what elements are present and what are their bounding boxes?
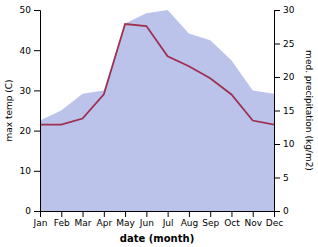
- tick-mark: [104, 211, 105, 217]
- y-axis: 0 10 20 30 40 50: [20, 5, 41, 216]
- tick-label: 0: [283, 206, 289, 216]
- y-axis-title: max temp (C): [4, 79, 14, 141]
- tick: Apr: [97, 211, 113, 228]
- tick: May: [116, 211, 135, 228]
- tick: 5: [274, 173, 289, 183]
- tick-mark: [61, 211, 62, 217]
- x-axis: Jan Feb Mar AprMay Jun Jul AugSep Oct Nov Dec: [33, 211, 284, 228]
- axis-line: [34, 11, 41, 212]
- plot: JanFebMarAprMayJunJulAugSepOctNovDec0102…: [4, 5, 314, 244]
- tick-label: 20: [20, 126, 32, 136]
- tick-mark: [168, 211, 169, 217]
- tick-label: Feb: [54, 218, 70, 228]
- tick-mark: [274, 178, 280, 179]
- area: [40, 10, 274, 211]
- tick: Nov: [244, 211, 262, 228]
- tick-label: Nov: [244, 218, 262, 228]
- tick: Oct: [224, 211, 240, 228]
- tick: Aug: [181, 211, 199, 228]
- tick: 0: [25, 206, 40, 216]
- tick-label: 20: [283, 72, 295, 82]
- tick-mark: [231, 211, 232, 217]
- tick: Jun: [139, 211, 154, 228]
- tick: 15: [274, 106, 294, 116]
- tick-mark: [274, 144, 280, 145]
- tick: Dec: [266, 211, 283, 228]
- tick-label: Aug: [181, 218, 199, 228]
- tick-mark: [125, 211, 126, 217]
- tick: 30: [274, 5, 295, 15]
- tick-mark: [274, 77, 280, 78]
- x-axis-title: date (month): [120, 233, 194, 244]
- axis-line: [41, 212, 275, 218]
- tick: 40: [20, 46, 40, 56]
- tick-mark: [210, 211, 211, 217]
- tick-mark: [274, 211, 280, 212]
- tick-mark: [34, 50, 40, 51]
- tick: Jul: [162, 211, 174, 228]
- tick-label: 30: [20, 86, 32, 96]
- tick-label: Jul: [162, 218, 174, 228]
- marks: [40, 10, 274, 211]
- axis-line: [275, 11, 281, 212]
- tick-label: Dec: [266, 218, 283, 228]
- tick-mark: [146, 211, 147, 217]
- tick: Mar: [75, 211, 92, 228]
- tick: 0: [274, 206, 289, 216]
- tick-label: May: [116, 218, 135, 228]
- tick-label: 15: [283, 106, 294, 116]
- tick: 10: [274, 139, 295, 149]
- tick-mark: [34, 171, 40, 172]
- tick-label: Oct: [224, 218, 240, 228]
- tick: 50: [20, 5, 40, 15]
- tick-mark: [274, 111, 280, 112]
- tick-label: Sep: [202, 218, 219, 228]
- tick-mark: [34, 10, 40, 11]
- tick: 30: [20, 86, 40, 96]
- tick-label: Apr: [97, 218, 113, 228]
- tick-mark: [34, 211, 40, 212]
- tick: 25: [274, 39, 294, 49]
- tick: Jan: [33, 211, 48, 228]
- tick-mark: [274, 44, 280, 45]
- tick-label: 10: [283, 139, 295, 149]
- tick: Sep: [202, 211, 219, 228]
- tick-label: 5: [283, 173, 289, 183]
- tick-label: 10: [20, 166, 32, 176]
- tick: Feb: [54, 211, 70, 228]
- chart: JanFebMarAprMayJunJulAugSepOctNovDec0102…: [0, 0, 318, 247]
- tick-mark: [34, 90, 40, 91]
- tick-label: 40: [20, 46, 32, 56]
- line: [40, 24, 274, 125]
- tick-mark: [253, 211, 254, 217]
- tick-label: Jun: [139, 218, 154, 228]
- tick-mark: [34, 131, 40, 132]
- tick-label: 25: [283, 39, 294, 49]
- tick-mark: [189, 211, 190, 217]
- tick: 20: [20, 126, 40, 136]
- tick-label: 30: [283, 5, 295, 15]
- tick-mark: [274, 10, 280, 11]
- y2-axis-title: med. precipitation (kg/m2): [304, 50, 314, 171]
- tick-mark: [83, 211, 84, 217]
- tick-label: 0: [25, 206, 31, 216]
- tick: 20: [274, 72, 295, 82]
- tick: 10: [20, 166, 40, 176]
- tick-label: Jan: [33, 218, 48, 228]
- y2-axis: 0 5 10 15 20 25 30: [274, 5, 295, 216]
- tick-label: 50: [20, 5, 32, 15]
- tick-label: Mar: [75, 218, 92, 228]
